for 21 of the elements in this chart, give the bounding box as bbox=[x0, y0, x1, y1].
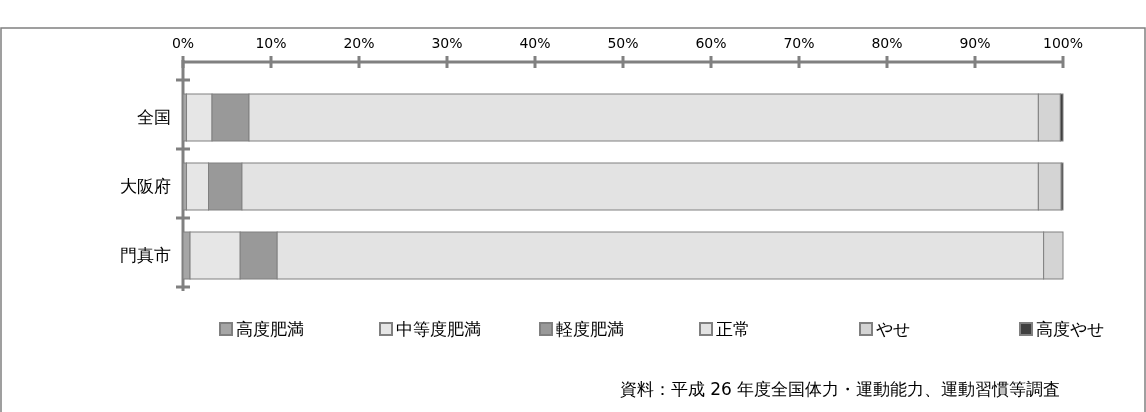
x-tick-label: 90% bbox=[959, 35, 991, 51]
legend-label: 中等度肥満 bbox=[396, 319, 481, 339]
x-tick-label: 20% bbox=[343, 35, 375, 51]
text: 資料：平成 26 年度全国体力・運動能力、運動習慣等調査 bbox=[619, 379, 1061, 399]
x-tick-label: 50% bbox=[607, 35, 639, 51]
y-tick-label: 全国 bbox=[137, 106, 171, 127]
x-tick-label: 80% bbox=[871, 35, 903, 51]
legend-label: 軽度肥満 bbox=[556, 319, 624, 339]
x-tick-label: 0% bbox=[171, 35, 195, 51]
legend-label: 高度肥満 bbox=[236, 319, 304, 339]
x-tick-label: 60% bbox=[695, 35, 727, 51]
x-tick-label: 30% bbox=[431, 35, 463, 51]
x-tick-label: 70% bbox=[783, 35, 815, 51]
legend-label: やせ bbox=[876, 319, 910, 339]
x-tick-label: 100% bbox=[1042, 35, 1084, 51]
legend-label: 高度やせ bbox=[1036, 319, 1104, 339]
x-tick-label: 40% bbox=[519, 35, 551, 51]
y-tick-label: 門真市 bbox=[120, 244, 171, 265]
legend-label: 正常 bbox=[716, 319, 750, 339]
y-tick-label: 大阪府 bbox=[120, 175, 171, 196]
x-tick-label: 10% bbox=[255, 35, 287, 51]
